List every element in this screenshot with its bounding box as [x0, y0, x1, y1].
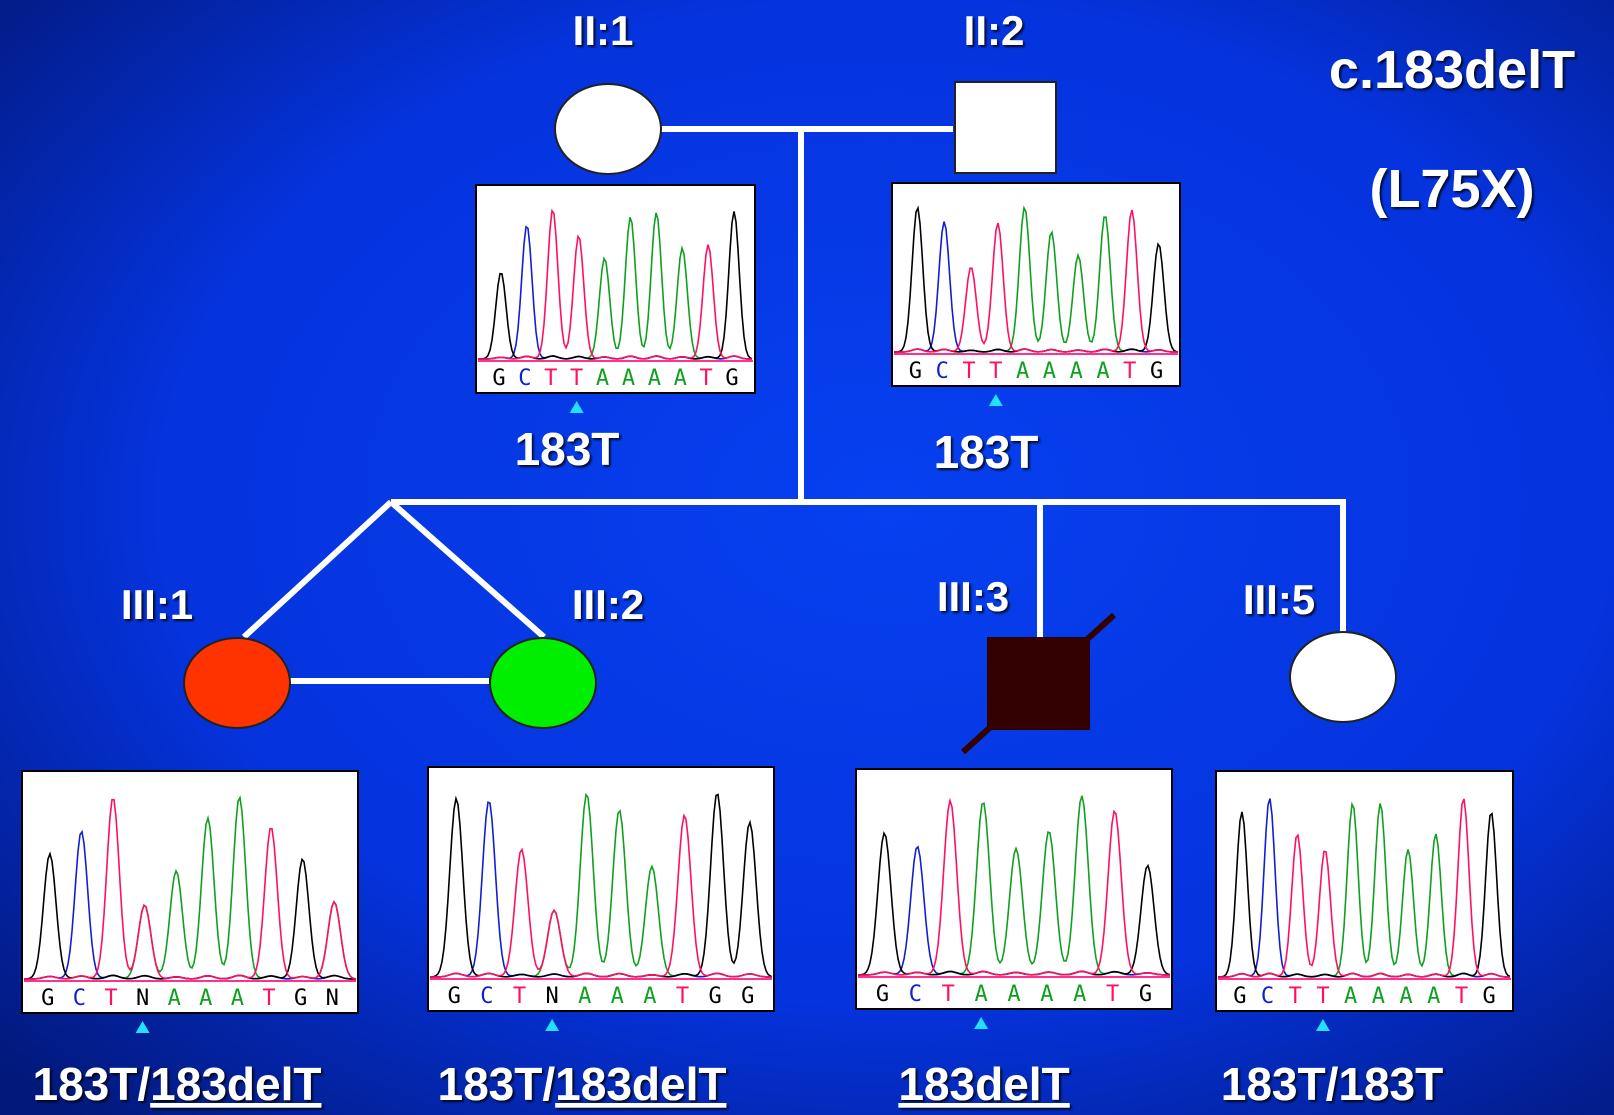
genotype-part: 183delT [555, 1058, 726, 1110]
base-call: G [1139, 982, 1152, 1007]
genotype: 183T [934, 426, 1039, 478]
base-call: A [1096, 359, 1109, 384]
base-call: T [942, 982, 955, 1007]
genotype-part: 183T/ [438, 1058, 556, 1110]
base-call: N [545, 984, 558, 1009]
base-call: T [1106, 982, 1119, 1007]
base-call: A [231, 986, 244, 1011]
genotype: 183T/183delT [438, 1058, 727, 1110]
base-call: A [1040, 982, 1053, 1007]
base-call: T [544, 366, 557, 391]
base-call: G [41, 986, 54, 1011]
base-call: T [962, 359, 975, 384]
base-call: G [1233, 984, 1246, 1009]
base-call: T [700, 366, 713, 391]
base-call: A [1007, 982, 1020, 1007]
female-symbol [490, 638, 596, 728]
genotype-part: 183T/183T [1221, 1058, 1443, 1110]
base-call: T [513, 984, 526, 1009]
female-symbol [555, 84, 661, 174]
title: c.183delT [1329, 40, 1575, 100]
base-call: G [708, 984, 721, 1009]
base-call: A [1073, 982, 1086, 1007]
base-call: C [936, 359, 949, 384]
base-call: G [725, 366, 738, 391]
genotype-part: 183T [515, 423, 620, 475]
genotype: 183T/183T [1221, 1058, 1443, 1110]
base-call: T [1455, 984, 1468, 1009]
base-call: G [909, 359, 922, 384]
base-call: G [1483, 984, 1496, 1009]
base-call: C [1261, 984, 1274, 1009]
base-call: A [1344, 984, 1357, 1009]
base-call: C [73, 986, 86, 1011]
base-call: T [1316, 984, 1329, 1009]
base-call: A [611, 984, 624, 1009]
individual-label: III:5 [1243, 576, 1315, 623]
base-call: A [1043, 359, 1056, 384]
base-call: A [596, 366, 609, 391]
base-call: A [674, 366, 687, 391]
genotype-part: 183delT [150, 1058, 321, 1110]
pedigree: c.183delT (L75X) II:1GCTTAAAATG183TII:2G… [0, 0, 1614, 1115]
base-call: G [1150, 359, 1163, 384]
base-call: C [480, 984, 493, 1009]
base-call: C [909, 982, 922, 1007]
base-call: G [492, 366, 505, 391]
base-call: T [1289, 984, 1302, 1009]
male-symbol [955, 82, 1056, 173]
female-symbol [184, 638, 290, 728]
individual-label: III:1 [121, 581, 193, 628]
base-call: A [648, 366, 661, 391]
base-call: N [136, 986, 149, 1011]
individual-label: II:1 [573, 7, 634, 54]
genotype: 183T [515, 423, 620, 475]
base-call: A [622, 366, 635, 391]
base-call: T [989, 359, 1002, 384]
individual-label: II:2 [964, 7, 1025, 54]
genotype-part: 183T [934, 426, 1039, 478]
base-call: A [1399, 984, 1412, 1009]
genotype-part: 183delT [898, 1058, 1069, 1110]
base-call: A [1070, 359, 1083, 384]
base-call: T [104, 986, 117, 1011]
base-call: A [1372, 984, 1385, 1009]
base-call: G [876, 982, 889, 1007]
base-call: A [974, 982, 987, 1007]
base-call: T [1123, 359, 1136, 384]
base-call: A [1016, 359, 1029, 384]
base-call: N [326, 986, 339, 1011]
female-symbol [1290, 632, 1396, 722]
base-call: G [294, 986, 307, 1011]
base-call: A [199, 986, 212, 1011]
base-call: G [448, 984, 461, 1009]
base-call: A [1427, 984, 1440, 1009]
base-call: G [741, 984, 754, 1009]
genotype-part: 183T/ [33, 1058, 151, 1110]
individual-label: III:3 [937, 573, 1009, 620]
base-call: T [676, 984, 689, 1009]
genotype: 183delT [898, 1058, 1069, 1110]
base-call: T [262, 986, 275, 1011]
base-call: A [168, 986, 181, 1011]
subtitle: (L75X) [1369, 159, 1534, 219]
base-call: A [643, 984, 656, 1009]
base-call: T [570, 366, 583, 391]
genotype: 183T/183delT [33, 1058, 322, 1110]
chromatogram-frame [892, 183, 1180, 386]
individual-label: III:2 [572, 581, 644, 628]
base-call: C [518, 366, 531, 391]
base-call: A [578, 984, 591, 1009]
